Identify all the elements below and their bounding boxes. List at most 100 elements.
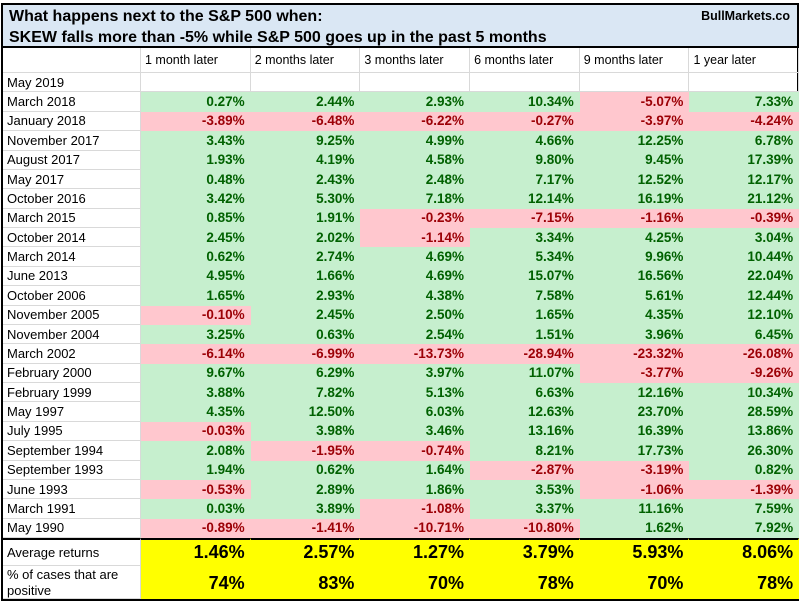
value-cell: 2.74% [250, 247, 361, 267]
value-cell: 16.39% [579, 421, 690, 442]
value-cell: 3.96% [579, 324, 690, 345]
value-cell: 2.54% [360, 324, 471, 345]
value-cell: 3.42% [141, 189, 251, 209]
row-label: March 2002 [3, 344, 141, 364]
brand-text: BullMarkets.co [701, 9, 790, 23]
value-cell: 4.95% [141, 266, 251, 287]
value-cell: 4.99% [360, 131, 471, 151]
value-cell: 6.63% [470, 383, 580, 403]
value-cell: 1.91% [250, 208, 361, 228]
value-cell: 5.61% [579, 286, 690, 306]
row-label: November 2004 [3, 324, 141, 345]
value-cell: -0.53% [141, 479, 251, 500]
value-cell: 8.21% [470, 441, 580, 461]
value-cell: 6.78% [689, 131, 800, 151]
value-cell: -1.08% [360, 499, 471, 519]
column-header: 6 months later [470, 48, 580, 73]
percent-positive-cell: 70% [360, 566, 471, 599]
value-cell: 12.63% [470, 402, 580, 422]
value-cell: -0.23% [360, 208, 471, 228]
value-cell: -4.24% [689, 111, 800, 132]
value-cell: 3.46% [360, 421, 471, 442]
value-cell: -3.19% [579, 460, 690, 480]
value-cell: 2.50% [360, 305, 471, 325]
value-cell: -6.99% [250, 344, 361, 364]
value-cell: 3.25% [141, 324, 251, 345]
value-cell: 5.34% [470, 247, 580, 267]
value-cell: 1.51% [470, 324, 580, 345]
value-cell: 3.34% [470, 228, 580, 248]
row-label: March 2014 [3, 247, 141, 267]
value-cell: 3.04% [689, 228, 800, 248]
row-label: March 2018 [3, 92, 141, 112]
corner-cell [3, 48, 141, 73]
value-cell: 7.59% [689, 499, 800, 519]
value-cell: -10.71% [360, 518, 471, 538]
value-cell: 12.52% [579, 169, 690, 190]
row-label: November 2005 [3, 305, 141, 325]
value-cell: 10.34% [470, 92, 580, 112]
value-cell: 5.30% [250, 189, 361, 209]
value-cell [689, 73, 800, 93]
value-cell: -1.39% [689, 479, 800, 500]
value-cell: 4.66% [470, 131, 580, 151]
value-cell: 3.98% [250, 421, 361, 442]
row-label: May 2017 [3, 169, 141, 190]
value-cell: 7.18% [360, 189, 471, 209]
value-cell: -0.03% [141, 421, 251, 442]
value-cell: -5.07% [579, 92, 690, 112]
value-cell: 2.93% [250, 286, 361, 306]
value-cell: -10.80% [470, 518, 580, 538]
value-cell: 2.45% [141, 228, 251, 248]
value-cell: 2.43% [250, 169, 361, 190]
value-cell: 12.10% [689, 305, 800, 325]
average-returns-label: Average returns [3, 538, 141, 566]
average-value-cell: 1.46% [141, 538, 251, 566]
value-cell: 3.88% [141, 383, 251, 403]
value-cell: 10.44% [689, 247, 800, 267]
value-cell: 7.58% [470, 286, 580, 306]
row-label: June 2013 [3, 266, 141, 287]
value-cell: 28.59% [689, 402, 800, 422]
value-cell: 7.92% [689, 518, 800, 538]
title-block: BullMarkets.co What happens next to the … [1, 3, 799, 48]
value-cell: 3.89% [250, 499, 361, 519]
row-label: May 2019 [3, 73, 141, 93]
value-cell: 6.03% [360, 402, 471, 422]
percent-positive-label: % of cases that are positive [3, 566, 141, 599]
value-cell: 22.04% [689, 266, 800, 287]
value-cell: 12.44% [689, 286, 800, 306]
average-value-cell: 2.57% [250, 538, 361, 566]
value-cell: 0.48% [141, 169, 251, 190]
value-cell: -1.41% [250, 518, 361, 538]
row-label: August 2017 [3, 150, 141, 170]
value-cell: 0.03% [141, 499, 251, 519]
value-cell: -7.15% [470, 208, 580, 228]
value-cell: 17.39% [689, 150, 800, 170]
value-cell: -6.14% [141, 344, 251, 364]
value-cell: 11.16% [579, 499, 690, 519]
value-cell: -0.74% [360, 441, 471, 461]
value-cell: 3.43% [141, 131, 251, 151]
value-cell: 9.45% [579, 150, 690, 170]
value-cell: 2.02% [250, 228, 361, 248]
percent-positive-cell: 83% [250, 566, 361, 599]
value-cell: -0.27% [470, 111, 580, 132]
value-cell: 5.13% [360, 383, 471, 403]
value-cell: 12.16% [579, 383, 690, 403]
value-cell: 7.33% [689, 92, 800, 112]
value-cell: 21.12% [689, 189, 800, 209]
value-cell: 1.65% [141, 286, 251, 306]
value-cell [250, 73, 361, 93]
percent-positive-cell: 78% [470, 566, 580, 599]
value-cell: 1.65% [470, 305, 580, 325]
value-cell: 3.53% [470, 479, 580, 500]
value-cell: -1.14% [360, 228, 471, 248]
value-cell: 2.45% [250, 305, 361, 325]
value-cell: 16.56% [579, 266, 690, 287]
value-cell: 11.07% [470, 363, 580, 383]
value-cell: 4.69% [360, 266, 471, 287]
column-header: 2 months later [250, 48, 361, 73]
value-cell: 1.62% [579, 518, 690, 538]
value-cell: 4.69% [360, 247, 471, 267]
